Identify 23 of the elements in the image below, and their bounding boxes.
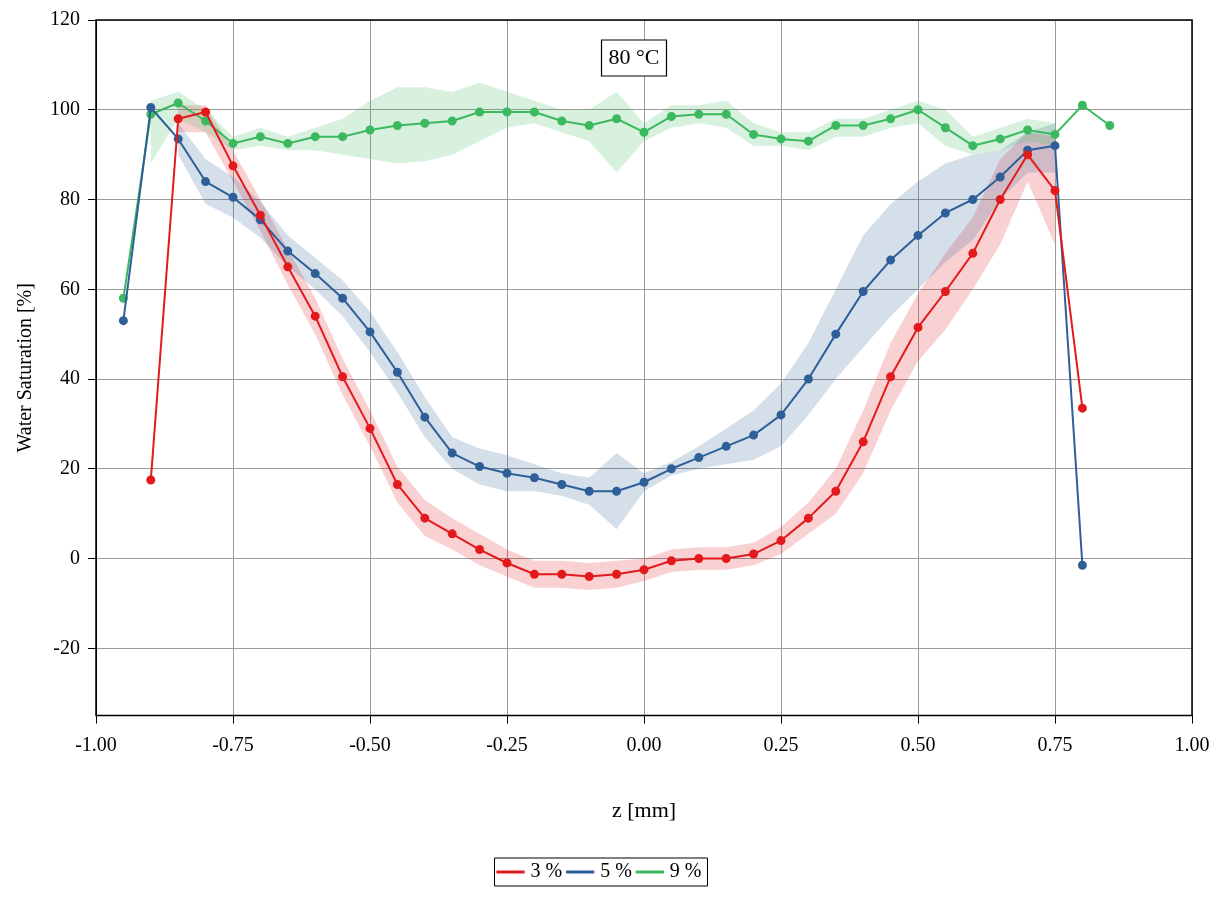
x-axis-title: z [mm] bbox=[611, 796, 677, 822]
y-tick-label: -20 bbox=[53, 635, 80, 658]
x-tick-label: 1.00 bbox=[1174, 732, 1210, 755]
y-tick-label: 80 bbox=[60, 186, 80, 209]
y-tick-label: 20 bbox=[60, 456, 80, 479]
x-tick-label: 0.75 bbox=[1037, 732, 1073, 755]
x-tick-label: -0.25 bbox=[486, 732, 528, 755]
y-axis-title: Water Saturation [%] bbox=[13, 283, 36, 453]
y-tick-label: 60 bbox=[60, 276, 80, 299]
y-tick-label: 120 bbox=[50, 7, 80, 30]
x-tick-label: 0.00 bbox=[626, 732, 662, 755]
legend-label: 5 % bbox=[600, 859, 632, 882]
legend-label: 3 % bbox=[530, 859, 563, 882]
y-tick-label: 40 bbox=[60, 366, 80, 389]
x-tick-label: 0.25 bbox=[763, 732, 799, 755]
x-tick-label: 0.50 bbox=[900, 732, 936, 755]
x-tick-label: -0.75 bbox=[212, 732, 254, 755]
x-tick-label: -1.00 bbox=[75, 732, 117, 755]
legend-label: 9 % bbox=[669, 859, 702, 882]
y-tick-label: 0 bbox=[70, 545, 80, 568]
annotation: 80 °C bbox=[608, 43, 660, 69]
y-tick-label: 100 bbox=[50, 97, 80, 119]
x-tick-label: -0.50 bbox=[349, 732, 391, 755]
